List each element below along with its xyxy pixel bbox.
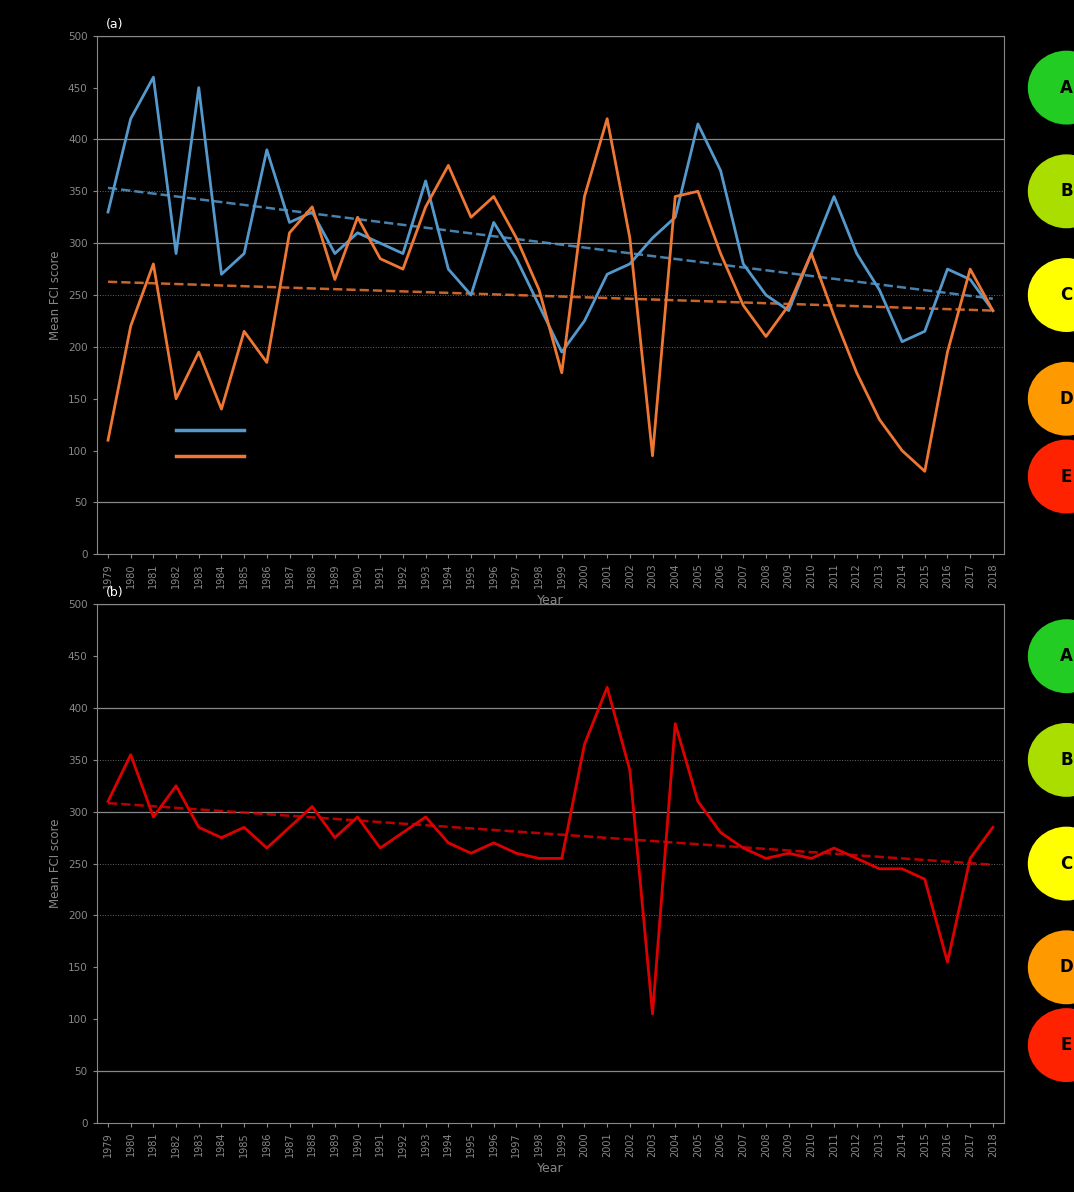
Text: B: B [1060, 751, 1073, 769]
Text: E: E [1061, 1036, 1072, 1054]
Text: A: A [1060, 647, 1073, 665]
Text: D: D [1060, 390, 1073, 408]
Y-axis label: Mean FCI score: Mean FCI score [49, 819, 62, 908]
X-axis label: Year: Year [537, 594, 564, 607]
Text: A: A [1060, 79, 1073, 97]
Y-axis label: Mean FCI score: Mean FCI score [49, 250, 62, 340]
X-axis label: Year: Year [537, 1162, 564, 1175]
Text: C: C [1060, 286, 1073, 304]
Text: B: B [1060, 182, 1073, 200]
Text: C: C [1060, 855, 1073, 873]
Text: D: D [1060, 958, 1073, 976]
Text: (b): (b) [105, 586, 124, 600]
Text: (a): (a) [105, 18, 124, 31]
Text: E: E [1061, 467, 1072, 485]
